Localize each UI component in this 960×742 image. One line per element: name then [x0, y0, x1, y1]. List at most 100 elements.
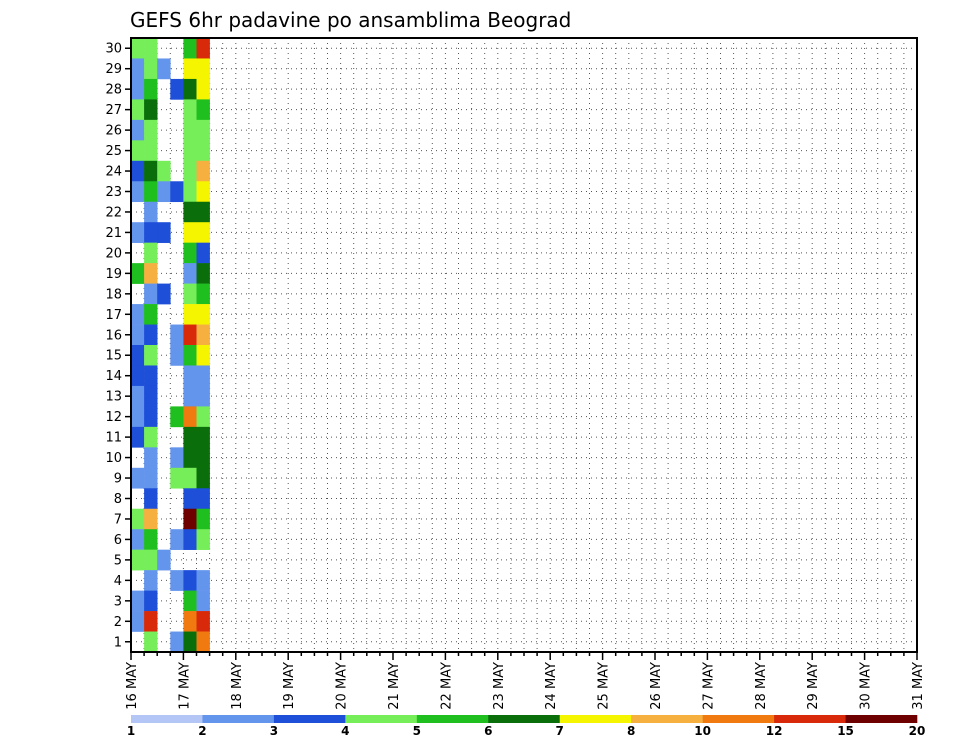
data-cell: [144, 201, 158, 223]
data-cell: [131, 345, 145, 366]
data-cell: [183, 119, 197, 141]
colorbar-label: 10: [694, 724, 711, 738]
data-cell: [144, 611, 158, 632]
data-cell: [196, 222, 210, 243]
colorbar-label: 20: [909, 724, 926, 738]
data-cell: [157, 181, 171, 203]
data-cell: [183, 570, 197, 591]
x-tick-label: 30 MAY: [859, 662, 874, 710]
data-cell: [183, 181, 197, 203]
colorbar-segment: [273, 715, 346, 723]
data-cell: [144, 631, 158, 653]
data-cell: [196, 283, 210, 305]
y-tick-label: 1: [114, 635, 122, 650]
y-tick-label: 2: [114, 615, 122, 630]
data-cell: [131, 324, 145, 346]
x-tick-label: 27 MAY: [701, 662, 716, 710]
data-cell: [144, 99, 158, 121]
y-tick-label: 22: [105, 205, 122, 220]
data-cell: [183, 140, 197, 162]
data-cell: [144, 488, 158, 510]
colorbar-label: 6: [484, 724, 492, 738]
data-cell: [144, 78, 158, 100]
colorbar-label: 15: [837, 724, 854, 738]
data-cell: [196, 611, 210, 632]
y-tick-label: 29: [105, 62, 122, 77]
data-cell: [144, 385, 158, 407]
data-cell: [196, 467, 210, 489]
y-tick-label: 19: [105, 267, 122, 282]
y-tick-label: 25: [105, 144, 122, 159]
colorbar-label: 1: [127, 724, 135, 738]
colorbar: 1 2 3 4 5 6 7 8 10 12 15 20: [127, 715, 926, 738]
data-cell: [183, 406, 197, 428]
data-cell: [183, 426, 197, 448]
x-tick-label: 22 MAY: [439, 662, 454, 710]
chart-title: GEFS 6hr padavine po ansamblima Beograd: [130, 8, 571, 32]
data-cell: [196, 631, 210, 653]
data-cell: [131, 263, 145, 284]
y-tick-label: 3: [114, 594, 122, 609]
x-tick-label: 31 MAY: [911, 662, 926, 710]
plot-frame: [130, 37, 918, 653]
data-cell: [196, 78, 210, 100]
x-axis: 16 MAY 17 MAY 18 MAY 19 MAY 20 MAY 21 MAY 22 M…: [125, 652, 926, 710]
data-cell: [131, 590, 145, 612]
data-cell: [157, 283, 171, 305]
data-cell: [144, 406, 158, 428]
data-cell: [131, 529, 145, 550]
data-cell: [183, 58, 197, 80]
colorbar-segment: [488, 715, 561, 723]
colorbar-segment: [131, 715, 203, 723]
y-tick-label: 18: [105, 287, 122, 302]
data-cell: [170, 181, 184, 203]
data-cell: [144, 345, 158, 366]
data-cell: [144, 181, 158, 203]
data-cell: [196, 119, 210, 141]
data-cell: [144, 324, 158, 346]
y-tick-label: 11: [105, 431, 122, 446]
data-cell: [196, 365, 210, 387]
y-tick-label: 24: [105, 165, 122, 180]
data-cell: [183, 611, 197, 632]
data-cell: [144, 304, 158, 325]
colorbar-segment: [774, 715, 846, 723]
data-cell: [170, 631, 184, 653]
colorbar-label: 12: [766, 724, 783, 738]
data-cell: [196, 263, 210, 284]
data-cell: [157, 58, 171, 80]
grid-lines: [130, 38, 918, 652]
data-cell: [144, 426, 158, 448]
data-cell: [183, 365, 197, 387]
data-cell: [144, 119, 158, 141]
y-tick-label: 12: [105, 410, 122, 425]
data-cell: [183, 324, 197, 346]
x-tick-label: 21 MAY: [387, 662, 402, 710]
y-tick-label: 16: [105, 328, 122, 343]
data-cell: [196, 345, 210, 366]
y-tick-label: 30: [105, 42, 122, 57]
y-axis: 1234567891011121314151617181920212223242…: [105, 42, 131, 650]
data-cell: [131, 467, 145, 489]
data-cell: [196, 140, 210, 162]
data-cell: [196, 385, 210, 407]
data-cell: [183, 467, 197, 489]
colorbar-label: 7: [556, 724, 564, 738]
data-cell: [170, 570, 184, 591]
y-tick-label: 28: [105, 83, 122, 98]
data-cell: [157, 549, 171, 571]
data-cell: [144, 222, 158, 243]
y-tick-label: 23: [105, 185, 122, 200]
colorbar-label: 4: [341, 724, 349, 738]
data-cell: [196, 181, 210, 203]
data-cell: [196, 529, 210, 550]
data-cell: [131, 78, 145, 100]
colorbar-label: 2: [198, 724, 206, 738]
data-cell: [183, 78, 197, 100]
data-cell: [170, 406, 184, 428]
data-cell: [144, 283, 158, 305]
data-cell: [170, 324, 184, 346]
data-cell: [144, 365, 158, 387]
data-cell: [183, 590, 197, 612]
